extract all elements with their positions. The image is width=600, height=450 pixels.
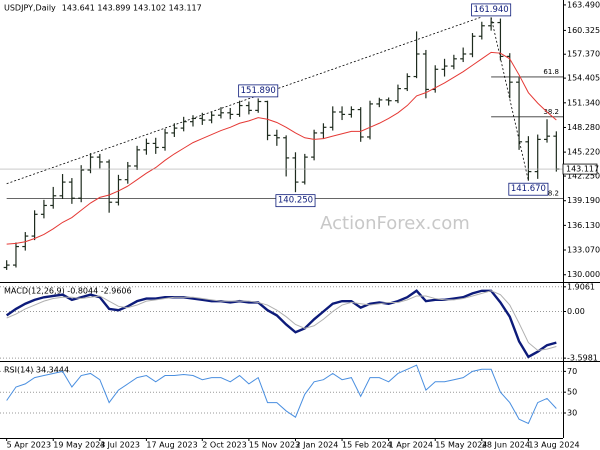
series-line xyxy=(6,290,557,351)
x-tick-label: 2 Jan 2024 xyxy=(295,441,338,450)
y-tick-label: 70 xyxy=(567,367,577,376)
y-tick-label: 163.490 xyxy=(567,0,600,9)
annotation: 151.890 xyxy=(241,86,276,96)
series-line xyxy=(6,51,557,245)
annotation: 161.940 xyxy=(474,5,509,15)
y-tick-label: 151.340 xyxy=(567,98,600,107)
y-tick-label: 142.250 xyxy=(567,172,600,181)
y-tick-label: 139.190 xyxy=(567,196,600,205)
quote: 143.641 143.899 143.102 143.117 xyxy=(62,4,202,13)
series-line xyxy=(6,364,557,425)
y-tick-label: 50 xyxy=(567,388,577,397)
level-label: 38.2 xyxy=(543,190,559,198)
panel-title: USDJPY,Daily xyxy=(4,4,56,13)
level-label: 38.2 xyxy=(543,108,559,116)
x-tick-label: 19 May 2023 xyxy=(53,441,105,450)
y-tick-label: 0.00 xyxy=(567,307,585,316)
y-tick-label: 145.220 xyxy=(567,148,600,157)
panel-title: RSI(14) 34.3444 xyxy=(4,366,69,375)
panel-title: MACD(12,26,9) -0.8044 -2.9606 xyxy=(4,287,132,296)
y-tick-label: 130.000 xyxy=(567,270,600,279)
x-tick-label: 5 Apr 2023 xyxy=(7,441,51,450)
y-tick-label: 1.9061 xyxy=(567,282,595,291)
x-tick-label: 4 Jul 2023 xyxy=(100,441,140,450)
x-tick-label: 2 Oct 2023 xyxy=(202,441,246,450)
y-tick-label: 160.325 xyxy=(567,26,600,35)
last-price-box xyxy=(562,163,598,175)
x-tick-label: 28 Jun 2024 xyxy=(482,441,530,450)
annotation-box xyxy=(238,84,279,98)
y-tick-label: 157.370 xyxy=(567,50,600,59)
annotation-box xyxy=(471,3,512,17)
x-tick-label: 15 May 2024 xyxy=(435,441,487,450)
y-tick-label: 154.405 xyxy=(567,74,600,83)
series-line xyxy=(5,289,557,359)
y-tick-label: 148.280 xyxy=(567,123,600,132)
y-tick-label: 30 xyxy=(567,409,577,418)
x-tick-label: 15 Feb 2024 xyxy=(342,441,392,450)
annotation: 141.670 xyxy=(511,184,546,194)
watermark: ActionForex.com xyxy=(320,213,470,234)
x-tick-label: 1 Apr 2024 xyxy=(389,441,433,450)
x-tick-label: 13 Aug 2024 xyxy=(528,441,579,450)
annotation-box xyxy=(508,182,549,196)
x-tick-label: 15 Nov 2023 xyxy=(249,441,300,450)
y-tick-label: -3.5981 xyxy=(567,354,598,363)
annotation: 140.250 xyxy=(278,196,313,206)
y-tick-label: 133.070 xyxy=(567,246,600,255)
level-label: 61.8 xyxy=(543,68,559,76)
last-price-label: 143.117 xyxy=(566,165,599,174)
x-tick-label: 17 Aug 2023 xyxy=(146,441,197,450)
y-tick-label: 136.130 xyxy=(567,221,600,230)
annotation-box xyxy=(275,194,316,208)
